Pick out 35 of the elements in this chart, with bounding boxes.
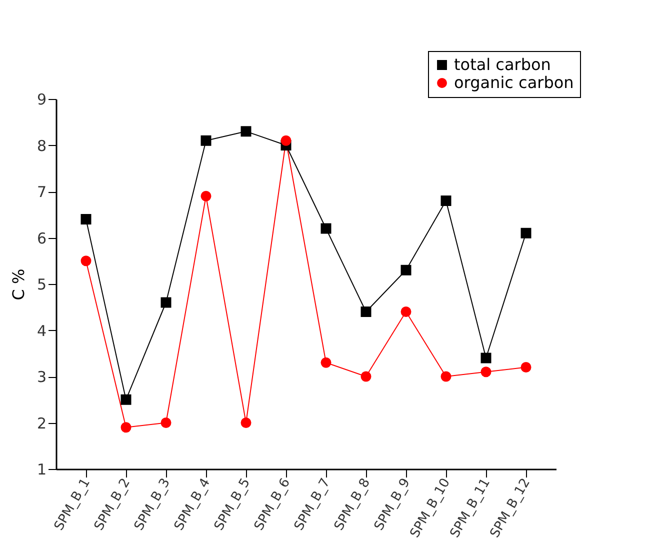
point <box>240 418 252 428</box>
point <box>200 190 212 202</box>
point <box>320 357 332 368</box>
point <box>440 371 452 382</box>
point <box>200 135 212 146</box>
y-tick-label: 8 <box>36 136 46 155</box>
point <box>360 371 372 382</box>
point <box>320 223 332 234</box>
y-tick-label: 4 <box>36 322 46 340</box>
point <box>80 256 92 266</box>
point <box>400 306 412 317</box>
y-tick-label: 1 <box>36 460 46 478</box>
point <box>520 228 532 238</box>
point <box>400 264 412 276</box>
point <box>280 135 292 146</box>
point <box>520 362 532 372</box>
point <box>120 422 132 433</box>
y-tick-label: 2 <box>36 414 46 432</box>
point <box>80 214 92 224</box>
point <box>160 297 172 308</box>
y-tick-label: 3 <box>36 368 46 386</box>
legend-label: organic carbon <box>454 73 574 92</box>
y-tick-label: 7 <box>36 183 46 201</box>
point <box>120 394 132 405</box>
point <box>440 196 452 206</box>
point <box>240 126 252 137</box>
point <box>480 366 492 378</box>
point <box>480 352 492 364</box>
point <box>160 418 172 428</box>
y-tick-label: 5 <box>36 276 46 294</box>
y-tick-label: 9 <box>36 90 46 108</box>
y-tick-label: 6 <box>36 229 46 248</box>
point <box>360 306 372 317</box>
y-axis-title: C % <box>8 268 28 300</box>
legend-label: total carbon <box>454 55 551 74</box>
